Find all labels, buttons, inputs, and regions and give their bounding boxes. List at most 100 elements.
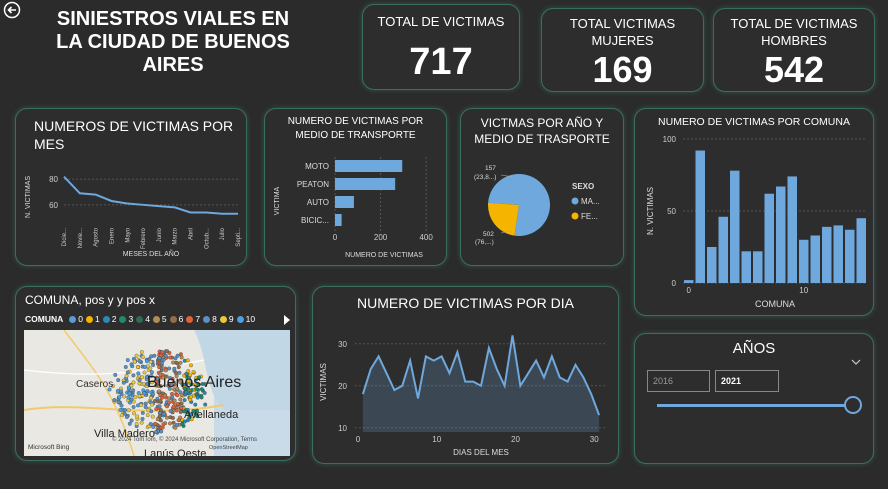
- map-point: [170, 395, 175, 400]
- map-point: [195, 395, 200, 400]
- kpi-card-men: TOTAL DE VICTIMAS HOMBRES 542: [713, 8, 875, 92]
- map-point: [178, 360, 183, 365]
- map-point: [145, 381, 150, 386]
- map-point: [172, 398, 177, 403]
- page-title: SINIESTROS VIALES EN LA CIUDAD DE BUENOS…: [28, 8, 318, 77]
- map-legend-item[interactable]: 9: [219, 314, 234, 324]
- map-point: [189, 363, 193, 368]
- x-axis-title: DIAS DEL MES: [453, 448, 509, 457]
- y-tick-label: 20: [338, 382, 347, 391]
- map-point: [172, 366, 177, 371]
- map-point: [119, 389, 124, 394]
- chevron-down-icon[interactable]: [851, 358, 861, 366]
- map-point: [174, 371, 178, 375]
- map-canvas[interactable]: [24, 330, 290, 456]
- y-tick-label: 100: [663, 135, 677, 144]
- map-point: [131, 373, 136, 378]
- pie-slice: [488, 202, 519, 236]
- chart-card-transport[interactable]: NUMERO DE VICTIMAS POR MEDIO DE TRANSPOR…: [264, 108, 447, 266]
- y-tick-label: PEATON: [297, 180, 329, 189]
- map-point: [110, 384, 115, 388]
- year-from-input[interactable]: 2016: [647, 370, 710, 392]
- map-legend-item-label: 5: [161, 314, 167, 324]
- kpi-women-label-line-1: TOTAL VICTIMAS: [569, 16, 676, 31]
- map-legend-item[interactable]: 1: [85, 314, 100, 324]
- map-point: [107, 387, 112, 392]
- legend-dot-icon: [169, 315, 177, 323]
- map-point: [202, 391, 207, 395]
- map-point: [123, 408, 127, 412]
- map-point: [170, 415, 175, 420]
- map-point: [155, 417, 160, 422]
- map-point: [174, 423, 179, 427]
- map-point: [129, 397, 134, 402]
- map-legend-item[interactable]: 8: [203, 314, 217, 324]
- map-point: [186, 378, 191, 383]
- map-place-avellaneda: Avellaneda: [184, 409, 239, 421]
- map-point: [160, 350, 164, 355]
- map-point: [143, 401, 148, 406]
- map-legend-item[interactable]: 10: [236, 314, 255, 324]
- legend-next-icon[interactable]: [283, 315, 291, 325]
- map-view[interactable]: Caseros Buenos Aires Avellaneda Villa Ma…: [24, 330, 290, 456]
- legend-marker: [571, 212, 579, 220]
- map-legend-item-label: 6: [178, 314, 184, 324]
- page-title-line-3: AIRES: [142, 54, 204, 76]
- map-point: [128, 400, 132, 405]
- kpi-total-label: TOTAL DE VICTIMAS: [377, 14, 505, 29]
- map-legend-item[interactable]: 2: [102, 314, 116, 324]
- map-point: [142, 370, 147, 375]
- chart-card-month[interactable]: NUMEROS DE VICTIMAS POR MES 60 80 Dicie...…: [15, 108, 247, 266]
- chart-comuna-title: NUMERO DE VICTIMAS POR COMUNA: [658, 116, 850, 128]
- map-point: [126, 395, 131, 400]
- legend-title: SEXO: [572, 182, 594, 191]
- year-slicer-title: AÑOS: [732, 340, 776, 357]
- chart-card-day[interactable]: NUMERO DE VICTIMAS POR DIA 10 20 30 0 10 20 30…: [312, 286, 619, 464]
- map-point: [184, 371, 189, 376]
- chart-card-pie[interactable]: VICTMAS POR AÑO Y MEDIO DE TRASPORTE 502…: [460, 108, 624, 266]
- map-point: [135, 414, 140, 419]
- x-tick-label: Mayo: [125, 227, 131, 242]
- map-card[interactable]: COMUNA, pos y y pos x COMUNA 0 1 2 3 4 5 6 7 8 9 1…: [15, 286, 296, 461]
- map-point: [148, 360, 153, 364]
- year-to-input[interactable]: 2021: [715, 370, 779, 392]
- bar: [335, 160, 403, 172]
- map-point: [153, 421, 158, 426]
- chart-card-comuna[interactable]: NUMERO DE VICTIMAS POR COMUNA 0 50 100 0 10 C…: [634, 108, 874, 316]
- year-slider-track[interactable]: [657, 404, 855, 407]
- map-point: [124, 415, 129, 419]
- map-legend-item[interactable]: 0: [69, 314, 83, 324]
- chart-month-plot[interactable]: 60 80 Dicie... Novie... Agosto Enero Mayo Febre…: [16, 109, 247, 266]
- bar: [695, 150, 705, 283]
- map-point: [185, 358, 190, 363]
- map-point: [171, 420, 176, 425]
- map-legend-item-label: 9: [228, 314, 234, 324]
- map-point: [148, 366, 153, 371]
- map-point: [194, 386, 199, 391]
- back-arrow-icon[interactable]: [3, 1, 21, 19]
- year-slider-handle[interactable]: [844, 396, 862, 414]
- map-point: [167, 386, 172, 391]
- road: [24, 359, 205, 375]
- kpi-women-label: TOTAL VICTIMAS MUJERES: [542, 15, 703, 49]
- y-axis-title: VICTIMA: [274, 186, 281, 215]
- bar: [335, 178, 396, 190]
- chart-day-plot[interactable]: 10 20 30 0 10 20 30 DIAS DEL MES VICTIMAS: [313, 287, 619, 464]
- legend-entry: MA...: [581, 197, 600, 206]
- year-slicer-card[interactable]: AÑOS 2016 2021: [634, 333, 874, 464]
- chart-transport-plot[interactable]: 0 200 400 MOTO PEATON AUTO BICIC... NUMERO DE V…: [265, 109, 447, 266]
- map-legend-item[interactable]: 3: [119, 314, 133, 324]
- chart-pie-plot[interactable]: 502(76,...) 157 (23,8...) SEXO MA... FE...: [461, 109, 624, 266]
- legend-entry: FE...: [581, 212, 598, 221]
- map-legend-item[interactable]: 4: [136, 314, 150, 324]
- map-legend-item[interactable]: 7: [186, 314, 200, 324]
- map-legend-item[interactable]: 5: [152, 314, 167, 324]
- map-point: [189, 412, 194, 417]
- x-tick-label: 10: [799, 286, 808, 295]
- chart-comuna-plot[interactable]: 0 50 100 0 10 COMUNA N. VICTIMAS: [635, 109, 874, 316]
- map-point: [161, 422, 166, 427]
- page-title-line-2: LA CIUDAD DE BUENOS: [56, 31, 290, 53]
- series-area: [362, 335, 600, 432]
- map-legend-item-label: 0: [78, 314, 83, 324]
- map-legend-item[interactable]: 6: [169, 314, 184, 324]
